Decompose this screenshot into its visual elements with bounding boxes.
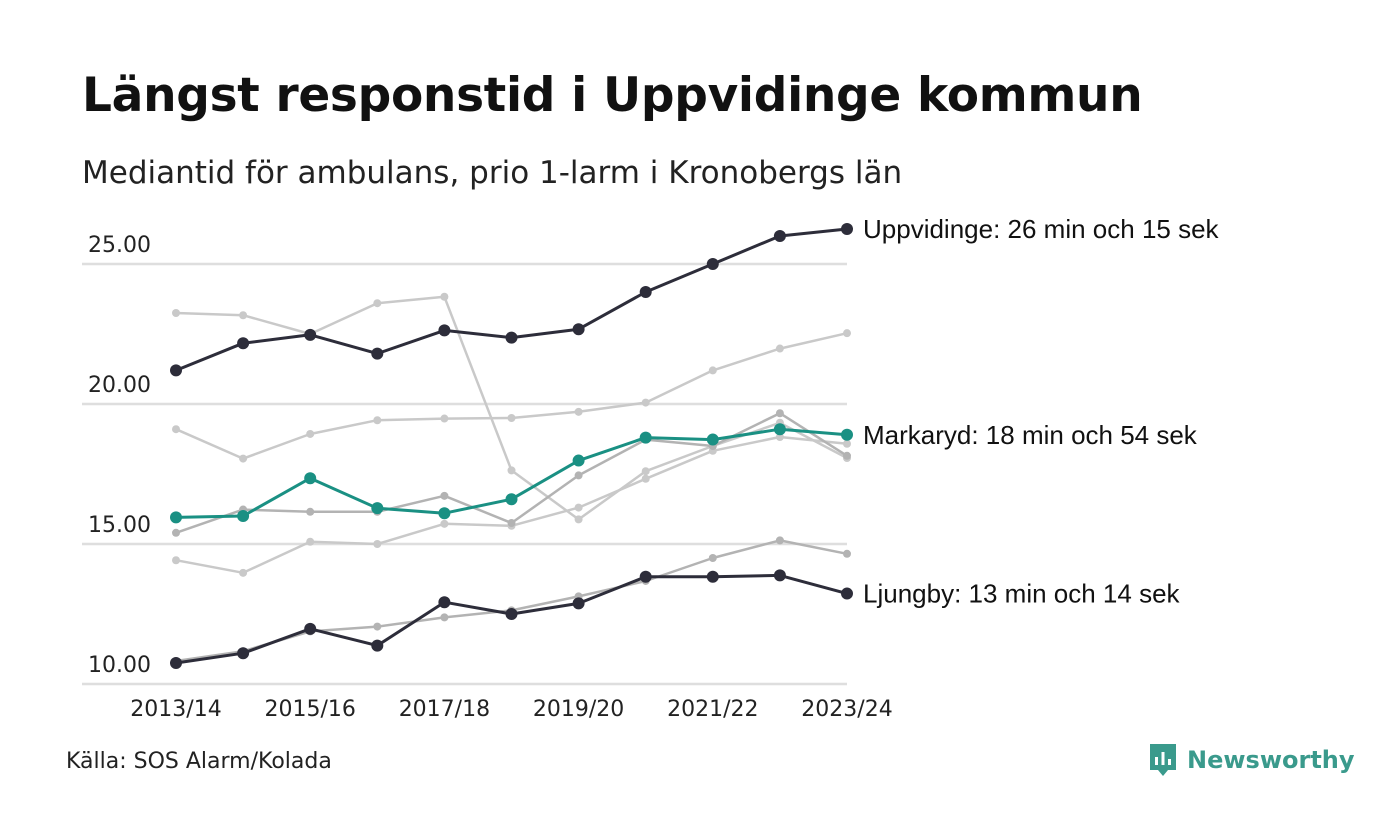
source-note: Källa: SOS Alarm/Kolada [66, 749, 332, 774]
x-tick-label: 2015/16 [264, 697, 355, 722]
brand-logo: Newsworthy [1148, 742, 1355, 778]
data-point [440, 613, 449, 622]
data-point [170, 511, 182, 524]
data-point [438, 507, 451, 520]
data-point [639, 431, 652, 444]
brand-name: Newsworthy [1187, 746, 1355, 774]
data-point [574, 407, 583, 416]
data-point [572, 454, 585, 467]
data-point [706, 570, 719, 583]
data-point [172, 309, 180, 317]
data-point [843, 549, 851, 558]
data-point [306, 429, 315, 438]
data-point [639, 286, 652, 298]
data-point [773, 569, 786, 582]
data-point [775, 344, 784, 353]
data-point [170, 657, 182, 669]
data-point [373, 416, 382, 425]
data-point [371, 347, 384, 360]
data-point [572, 597, 585, 610]
data-point [371, 639, 384, 652]
data-point [239, 568, 248, 577]
data-point [841, 428, 853, 441]
data-point [304, 622, 317, 635]
data-point [641, 398, 650, 407]
data-point [237, 510, 250, 522]
y-tick-label: 15.00 [88, 513, 151, 538]
data-point [706, 433, 719, 446]
x-tick-label: 2017/18 [399, 697, 490, 722]
data-point [841, 223, 853, 235]
data-point [507, 466, 516, 475]
data-point [775, 433, 784, 442]
data-point [172, 556, 180, 565]
data-point [505, 493, 518, 506]
data-point [773, 230, 786, 242]
data-point [505, 331, 518, 344]
data-point [237, 647, 250, 660]
data-point [505, 608, 518, 620]
data-point [843, 329, 851, 338]
data-point [239, 311, 248, 320]
series-end-label: Markaryd: 18 min och 54 sek [863, 420, 1198, 450]
data-point [172, 425, 180, 434]
x-tick-label: 2013/14 [130, 697, 221, 722]
x-tick-label: 2019/20 [533, 697, 624, 722]
data-point [572, 323, 585, 336]
data-point [706, 258, 719, 270]
data-point [507, 519, 516, 527]
data-point [440, 292, 449, 301]
chart-subtitle: Mediantid för ambulans, prio 1-larm i Kr… [82, 155, 903, 191]
data-point [371, 502, 384, 515]
data-point [438, 324, 451, 337]
series-line [175, 295, 848, 521]
data-point [438, 596, 451, 609]
data-point [574, 515, 583, 524]
series-end-label: Ljungby: 13 min och 14 sek [863, 579, 1181, 609]
x-tick-label: 2023/24 [801, 697, 892, 722]
data-point [373, 299, 382, 308]
data-point [239, 454, 248, 463]
data-point [843, 451, 851, 460]
data-point [172, 528, 180, 537]
chart-title: Längst responstid i Uppvidinge kommun [82, 68, 1143, 123]
data-point [170, 364, 182, 377]
data-point [574, 503, 583, 512]
data-point [237, 337, 250, 350]
series-line [175, 331, 848, 460]
series-line [175, 227, 848, 372]
data-point [440, 414, 449, 423]
data-point [440, 491, 449, 500]
y-tick-label: 10.00 [88, 653, 151, 678]
data-point [306, 507, 315, 516]
data-point [773, 423, 786, 436]
newsworthy-logo-icon [1150, 744, 1176, 776]
data-point [775, 409, 784, 418]
y-tick-label: 20.00 [88, 373, 151, 398]
data-point [373, 622, 382, 631]
series-end-label: Uppvidinge: 26 min och 15 sek [863, 214, 1220, 244]
data-point [574, 471, 583, 480]
data-point [507, 414, 516, 422]
y-tick-label: 25.00 [88, 233, 151, 258]
data-point [304, 472, 317, 485]
data-point [306, 537, 315, 546]
data-point [708, 366, 717, 375]
data-point [708, 554, 717, 562]
x-tick-label: 2021/22 [667, 697, 758, 722]
data-point [639, 570, 652, 583]
data-point [841, 587, 853, 600]
data-point [304, 328, 317, 341]
data-point [843, 439, 851, 448]
data-point [440, 519, 449, 528]
data-point [373, 540, 382, 548]
data-point [775, 536, 784, 545]
data-point [641, 474, 650, 483]
data-point [641, 467, 650, 476]
